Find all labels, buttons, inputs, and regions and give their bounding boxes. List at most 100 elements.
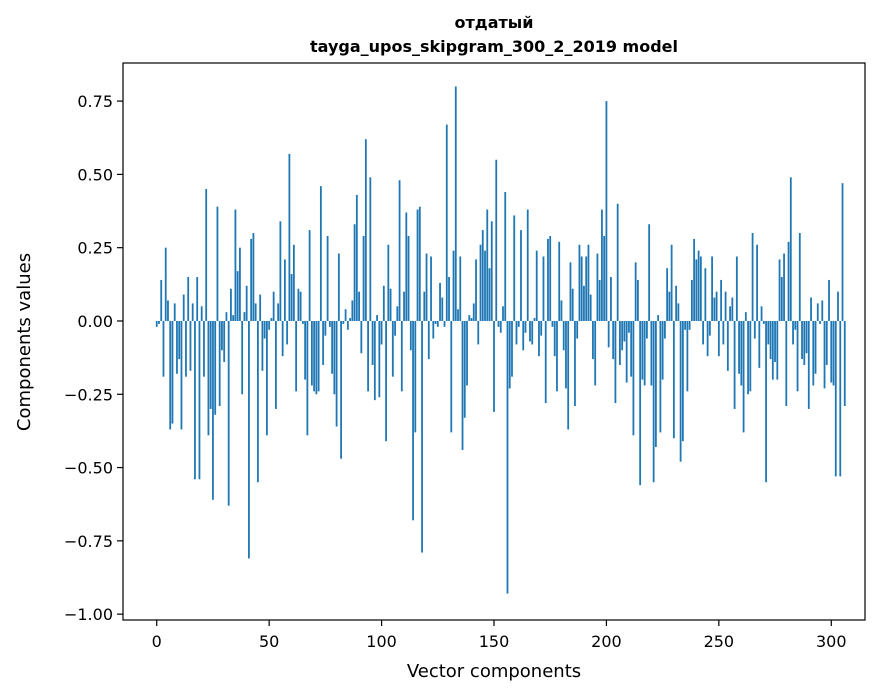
bar-64 [299,291,302,321]
bar-81 [337,253,340,321]
bar-268 [758,320,761,368]
bar-231 [675,285,678,321]
bar-85 [346,320,349,330]
bar-208 [623,320,626,342]
bar-9 [176,320,178,374]
bar-178 [556,320,558,392]
bar-166 [529,320,531,342]
bar-304 [839,320,842,477]
bar-42 [250,238,253,321]
y-tick-label: −0.25 [64,385,113,404]
bar-228 [668,291,671,321]
chart-title-line-2: tayga_upos_skipgram_300_2_2019 model [310,37,678,56]
bar-50 [268,320,271,330]
y-tick-label: 0.75 [77,92,113,111]
bar-69 [310,320,313,386]
bar-138 [466,320,468,386]
bar-269 [760,306,763,321]
bar-191 [585,256,588,321]
x-tick-label: 50 [259,632,279,651]
bar-241 [697,250,700,321]
bar-66 [304,320,307,380]
bar-197 [598,279,601,321]
bar-54 [277,303,280,321]
bar-172 [542,256,545,321]
y-tick-label: −0.50 [64,459,113,478]
bar-263 [747,320,749,395]
bar-15 [189,320,192,371]
bar-51 [270,318,273,321]
bar-177 [553,320,556,357]
bar-188 [578,244,581,321]
bar-189 [580,256,583,321]
bar-34 [232,315,235,321]
bar-22 [205,189,208,321]
bar-195 [594,320,597,386]
bar-135 [459,256,462,321]
bar-89 [355,194,358,321]
bar-129 [445,124,448,321]
bar-213 [634,262,637,321]
bar-76 [326,235,329,321]
bar-247 [711,256,713,321]
bar-78 [331,320,334,374]
x-tick-label: 300 [816,632,847,651]
bar-202 [610,277,612,321]
bar-240 [695,259,698,321]
bar-180 [560,300,563,321]
bar-289 [805,320,808,354]
bar-179 [558,241,561,321]
bar-80 [335,320,338,427]
bar-296 [821,300,824,321]
bar-60 [290,274,293,321]
bar-26 [214,320,217,415]
bar-218 [646,320,648,339]
bar-273 [769,320,772,360]
bar-285 [796,320,799,392]
bar-46 [259,294,262,321]
bar-148 [488,268,491,321]
bar-133 [454,86,457,321]
bar-198 [601,209,603,321]
bar-99 [378,320,381,398]
bar-157 [508,320,511,389]
bar-88 [353,224,356,321]
bar-63 [297,288,300,321]
bar-108 [398,180,401,321]
bar-194 [592,320,594,360]
bar-98 [376,315,378,321]
bar-118 [421,320,423,553]
bar-24 [209,320,212,409]
bar-136 [461,320,464,450]
bar-165 [526,209,529,321]
bar-73 [319,186,322,321]
bar-35 [234,209,237,321]
y-axis-ticks: 0.75 0.50 0.25 0.00 −0.25 −0.50 −0.75 −1.00 [64,92,123,624]
bar-93 [364,139,367,321]
bar-33 [230,288,232,321]
bar-258 [735,256,738,321]
bar-59 [288,153,291,321]
bar-6 [169,320,172,430]
bar-140 [470,318,473,321]
bar-106 [394,320,396,336]
bar-71 [315,320,318,395]
x-tick-label: 250 [704,632,735,651]
bar-123 [432,320,435,339]
bar-252 [722,320,725,345]
bar-61 [292,244,295,321]
bar-20 [200,306,203,321]
bar-28 [218,320,221,406]
y-tick-label: 0.50 [77,165,113,184]
bar-185 [571,288,574,321]
bar-281 [787,241,790,321]
bar-237 [688,320,691,330]
bar-14 [187,277,190,321]
bar-257 [733,320,736,409]
bar-255 [729,306,731,321]
bar-137 [463,320,466,418]
bar-182 [565,320,567,389]
bar-156 [506,320,509,594]
bar-100 [380,320,383,345]
bar-125 [436,320,439,327]
